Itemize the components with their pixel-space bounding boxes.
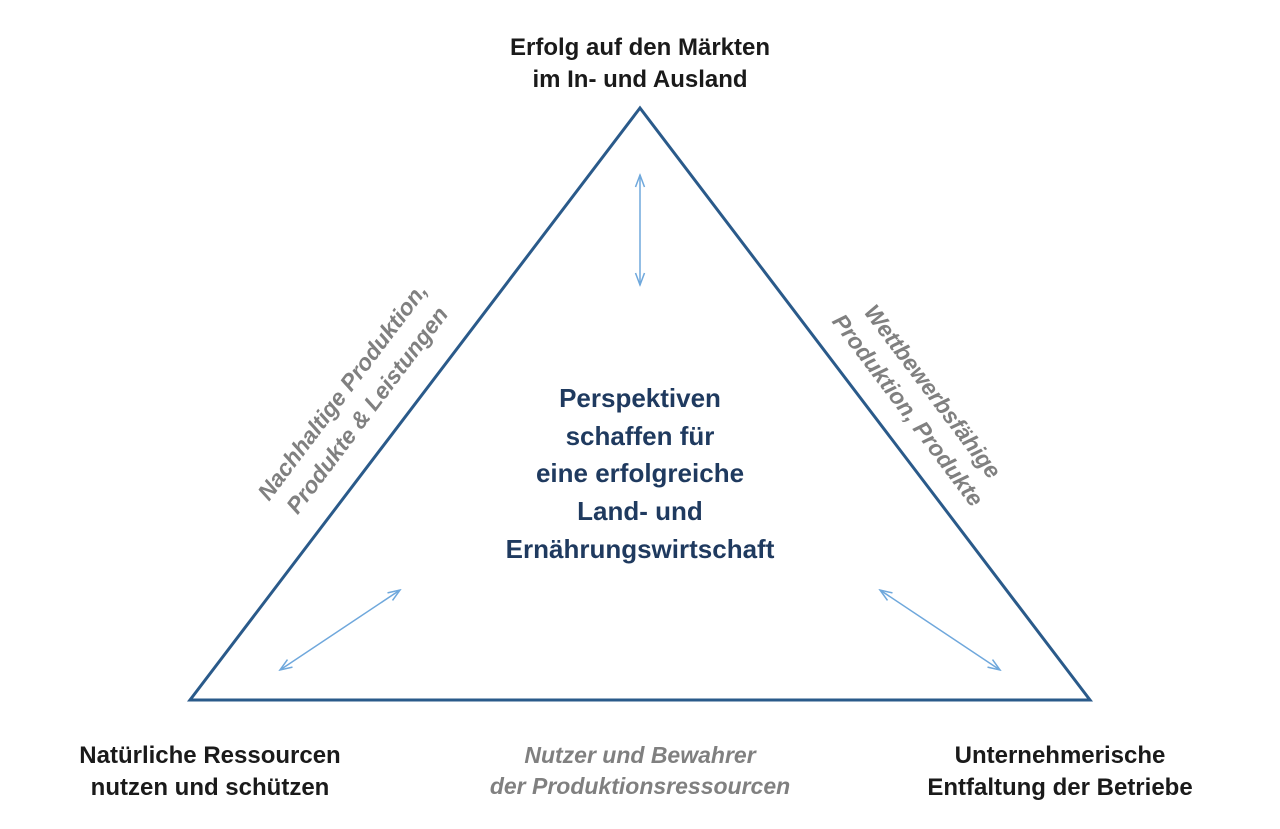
edge-bottom-line2: der Produktionsressourcen [490, 773, 790, 799]
vertex-top-label: Erfolg auf den Märkten im In- und Auslan… [390, 32, 890, 97]
vertex-bottom-left-label: Natürliche Ressourcen nutzen und schütze… [40, 740, 380, 805]
center-line4: Land- und [577, 496, 703, 526]
vertex-bl-line1: Natürliche Ressourcen [79, 742, 340, 769]
vertex-br-line1: Unternehmerische [955, 742, 1166, 769]
center-line5: Ernährungswirtschaft [506, 534, 775, 564]
vertex-bottom-right-label: Unternehmerische Entfaltung der Betriebe [880, 740, 1240, 805]
edge-bottom-line1: Nutzer und Bewahrer [524, 742, 755, 768]
center-line3: eine erfolgreiche [536, 458, 744, 488]
vertex-br-line2: Entfaltung der Betriebe [927, 774, 1192, 801]
vertex-top-line1: Erfolg auf den Märkten [510, 34, 770, 61]
arrow-bottom-left [280, 590, 400, 670]
diagram-container: Erfolg auf den Märkten im In- und Auslan… [0, 0, 1280, 829]
edge-bottom-label: Nutzer und Bewahrer der Produktionsresso… [440, 740, 840, 802]
arrow-bottom-right [880, 590, 1000, 670]
vertex-top-line2: im In- und Ausland [532, 66, 747, 93]
vertex-bl-line2: nutzen und schützen [91, 774, 330, 801]
center-label: Perspektiven schaffen für eine erfolgrei… [440, 380, 840, 568]
center-line2: schaffen für [566, 421, 715, 451]
center-line1: Perspektiven [559, 383, 721, 413]
